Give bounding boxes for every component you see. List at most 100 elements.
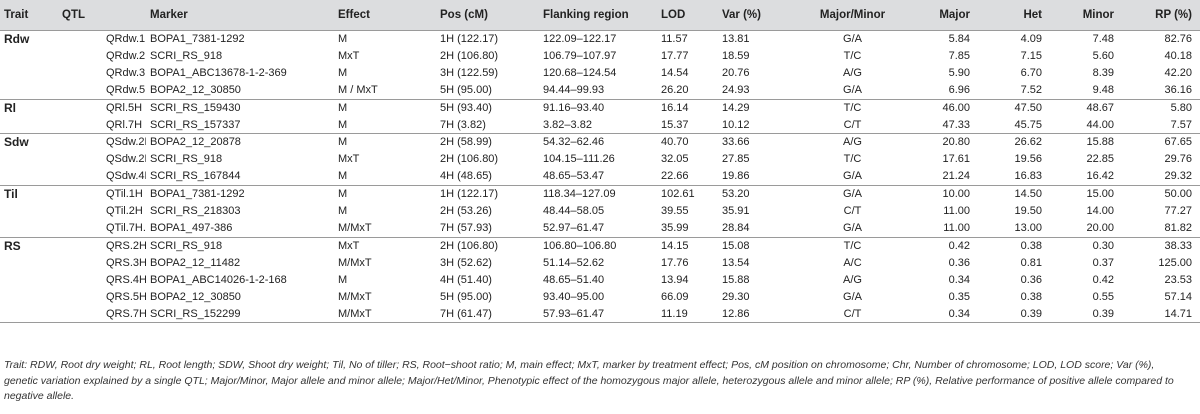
cell-lod: 40.70 — [657, 133, 718, 152]
cell-het: 7.15 — [1020, 49, 1042, 62]
cell-het: 19.56 — [1014, 153, 1042, 166]
cell-major-minor: A/G — [797, 133, 908, 152]
cell-position: 2H (58.99) — [436, 133, 539, 152]
cell-effect: M — [338, 33, 348, 45]
table-row: RS QRS.2H SCRI_RS_918 MxT 2H (106.80) 106.80–… — [0, 236, 1200, 255]
table-row: QRl.7H SCRI_RS_157337 M 7H (3.82) 3.82–3.82 1… — [0, 117, 1200, 134]
cell-het: 16.83 — [1014, 170, 1042, 183]
cell-effect: M/MxT — [338, 290, 372, 303]
cell-major-minor: C/T — [843, 205, 862, 218]
cell-effect: MxT — [338, 49, 360, 62]
cell-rp: 42.20 — [1164, 66, 1192, 79]
cell-effect: M/MxT — [334, 305, 436, 324]
cell-qtl: QRl.5H — [58, 98, 146, 117]
cell-rp: 125.00 — [1158, 256, 1192, 269]
table-row: QRS.3H BOPA2_12_11482 M/MxT 3H (52.62) 51.14… — [0, 255, 1200, 272]
cell-major: 21.24 — [942, 170, 970, 183]
cell-minor: 8.39 — [1092, 66, 1114, 79]
cell-major: 0.34 — [908, 305, 978, 324]
cell-flanking-region: 104.15–111.26 — [543, 153, 615, 166]
cell-effect: M — [338, 205, 348, 218]
column-header-lod: LOD — [657, 0, 718, 31]
cell-minor: 9.48 — [1092, 83, 1114, 96]
cell-position: 3H (122.59) — [440, 66, 499, 79]
cell-minor: 15.00 — [1050, 185, 1122, 204]
cell-minor: 22.85 — [1086, 153, 1114, 166]
cell-major: 10.00 — [908, 185, 978, 204]
cell-major: 11.00 — [943, 205, 970, 218]
cell-major: 7.85 — [948, 49, 970, 62]
cell-marker: BOPA1_ABC14026-1-2-168 — [150, 273, 287, 286]
cell-major: 5.84 — [948, 33, 970, 45]
cell-rp: 57.14 — [1164, 290, 1192, 303]
cell-qtl: QRdw.2H — [106, 49, 146, 62]
cell-lod: 39.55 — [661, 205, 689, 218]
cell-effect: M — [338, 170, 348, 183]
cell-major: 0.34 — [948, 273, 970, 286]
cell-variance: 27.85 — [722, 153, 750, 166]
cell-minor: 48.67 — [1050, 98, 1122, 117]
cell-variance: 14.29 — [718, 98, 797, 117]
cell-het: 7.52 — [1020, 83, 1042, 96]
table-row: QTil.2H SCRI_RS_218303 M 2H (53.26) 48.44–58… — [0, 203, 1200, 220]
cell-trait — [0, 305, 58, 324]
cell-effect: M / MxT — [338, 83, 378, 96]
cell-marker: BOPA2_12_30850 — [150, 290, 241, 303]
cell-rp: 29.76 — [1164, 153, 1192, 166]
cell-lod: 22.66 — [661, 170, 689, 183]
cell-qtl: QRdw.1H — [106, 33, 146, 45]
cell-major-minor: A/G — [843, 273, 862, 286]
cell-effect: M — [334, 133, 436, 152]
table-row: QRdw.3H BOPA1_ABC13678-1-2-369 M 3H (122.59… — [0, 65, 1200, 82]
column-header-effect: Effect — [334, 0, 436, 31]
cell-variance: 35.91 — [722, 205, 750, 218]
cell-trait — [0, 255, 58, 272]
cell-position: 4H (48.65) — [440, 170, 492, 183]
cell-major-minor: T/C — [797, 98, 908, 117]
cell-trait — [0, 168, 58, 185]
cell-variance: 29.30 — [722, 290, 750, 303]
cell-het: 0.38 — [978, 236, 1050, 255]
cell-trait — [0, 220, 58, 237]
cell-effect: M — [334, 98, 436, 117]
cell-lod: 17.76 — [661, 256, 689, 269]
cell-flanking-region: 52.97–61.47 — [543, 221, 605, 234]
cell-het: 0.81 — [1020, 256, 1042, 269]
cell-major-minor: A/G — [843, 66, 862, 79]
cell-rp: 50.00 — [1122, 185, 1200, 204]
cell-major-minor: G/A — [843, 33, 862, 45]
cell-lod: 14.54 — [661, 66, 689, 79]
cell-flanking-region: 93.40–95.00 — [543, 290, 605, 303]
table-row: QRS.4H BOPA1_ABC14026-1-2-168 M 4H (51.40) 4… — [0, 272, 1200, 289]
cell-effect: M — [334, 185, 436, 204]
cell-het: 4.09 — [1020, 33, 1042, 45]
cell-lod: 66.09 — [661, 290, 689, 303]
table-row: QSdw.4H SCRI_RS_167844 M 4H (48.65) 48.65–53… — [0, 168, 1200, 185]
cell-position: 5H (95.00) — [440, 290, 492, 303]
cell-trait: Rl — [0, 98, 58, 117]
cell-qtl: QRS.5H — [106, 290, 146, 303]
column-header-major-minor: Major/Minor — [797, 0, 908, 31]
cell-variance: 33.66 — [718, 133, 797, 152]
cell-major: 0.42 — [908, 236, 978, 255]
cell-position: 5H (95.00) — [440, 83, 492, 96]
cell-flanking-region: 3.82–3.82 — [543, 118, 592, 131]
cell-flanking-region: 48.44–58.05 — [543, 205, 605, 218]
cell-lod: 102.61 — [657, 185, 718, 204]
cell-qtl: QRdw.3H — [106, 66, 146, 79]
cell-het: 26.62 — [978, 133, 1050, 152]
cell-position: 2H (106.80) — [440, 49, 499, 62]
cell-variance: 53.20 — [718, 185, 797, 204]
cell-minor: 0.55 — [1092, 290, 1114, 303]
cell-qtl: QRS.3H — [106, 256, 146, 269]
cell-rp: 7.57 — [1170, 118, 1192, 131]
cell-major: 5.90 — [948, 66, 970, 79]
cell-trait — [0, 203, 58, 220]
cell-marker: BOPA2_12_11482 — [150, 256, 241, 269]
cell-flanking-region: 122.09–122.17 — [543, 33, 617, 45]
cell-qtl: QSdw.2H.b — [106, 153, 146, 166]
table-row: Til QTil.1H BOPA1_7381-1292 M 1H (122.17) 118… — [0, 185, 1200, 204]
cell-marker: SCRI_RS_218303 — [150, 205, 241, 218]
column-header-rp: RP (%) — [1122, 0, 1200, 31]
cell-trait — [0, 151, 58, 168]
